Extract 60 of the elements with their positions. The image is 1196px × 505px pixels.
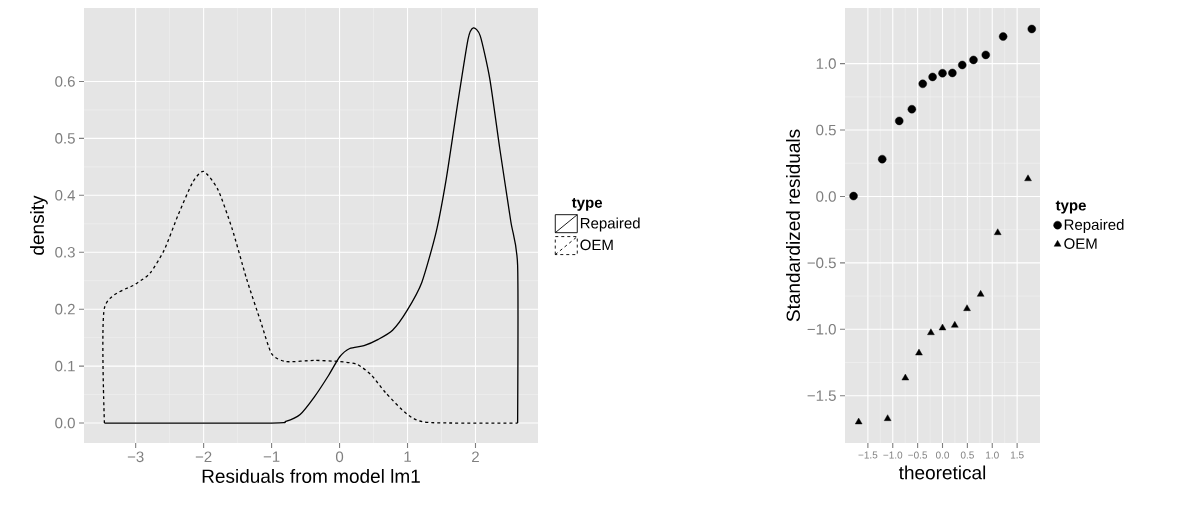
point: [1027, 24, 1036, 34]
y-axis-title: Standardized residuals: [786, 129, 800, 322]
x-tick-label: 1: [404, 451, 411, 462]
x-tick-label: −1.0: [883, 451, 903, 459]
x-tick-label: 0.5: [960, 451, 974, 459]
x-tick-label: −2: [195, 451, 212, 462]
x-tick-label: −3: [127, 451, 144, 463]
point: [938, 323, 947, 331]
point: [901, 373, 910, 381]
y-tick-label: 0.5: [55, 133, 75, 144]
y-tick-label: −1.0: [807, 323, 836, 335]
point: [948, 68, 957, 78]
legend-label: OEM: [580, 239, 613, 251]
point: [994, 228, 1002, 235]
point: [938, 69, 947, 78]
y-tick-label: −0.5: [807, 257, 836, 269]
point: [915, 348, 923, 356]
y-tick-label: 0.3: [55, 246, 75, 258]
legend-label: OEM: [1064, 238, 1097, 249]
y-tick-label: −1.5: [807, 390, 836, 401]
point: [981, 50, 990, 60]
point: [918, 79, 927, 89]
point: [976, 290, 985, 297]
y-tick-label: 1.0: [816, 58, 836, 69]
point: [958, 60, 967, 70]
x-tick-label: 0: [335, 451, 344, 463]
legend-label: Repaired: [580, 217, 640, 232]
x-tick-label: −0.5: [908, 451, 928, 459]
point: [907, 105, 917, 114]
point: [998, 32, 1008, 41]
x-axis-title: Residuals from model lm1: [202, 469, 420, 483]
point: [855, 417, 863, 425]
legend-title: type: [1055, 200, 1086, 214]
point: [895, 116, 904, 126]
x-tick-label: −1: [263, 451, 280, 462]
legend-title: type: [571, 197, 603, 211]
point: [1024, 174, 1032, 181]
point: [928, 72, 937, 82]
legend-label: Repaired: [1064, 218, 1124, 233]
y-tick-label: 0.0: [816, 191, 836, 202]
y-axis-title: density: [30, 195, 48, 255]
y-tick-label: 0.4: [55, 190, 76, 201]
point: [883, 414, 892, 421]
y-tick-label: 0.2: [55, 303, 75, 315]
y-tick-label: 0.0: [55, 417, 75, 429]
point: [849, 191, 858, 201]
y-tick-label: 0.6: [55, 76, 75, 87]
x-tick-label: 2: [472, 451, 479, 462]
point: [878, 154, 887, 164]
y-tick-label: 0.5: [816, 124, 836, 136]
x-axis-title: theoretical: [898, 465, 986, 480]
y-tick-label: 0.1: [55, 360, 75, 372]
point: [951, 321, 959, 328]
point: [927, 328, 935, 335]
x-tick-label: −1.5: [858, 451, 878, 459]
x-tick-label: 1.5: [1010, 451, 1024, 459]
point: [969, 55, 978, 65]
x-tick-label: 1.0: [986, 451, 999, 459]
x-tick-label: 0.0: [935, 451, 950, 459]
point: [963, 304, 971, 311]
